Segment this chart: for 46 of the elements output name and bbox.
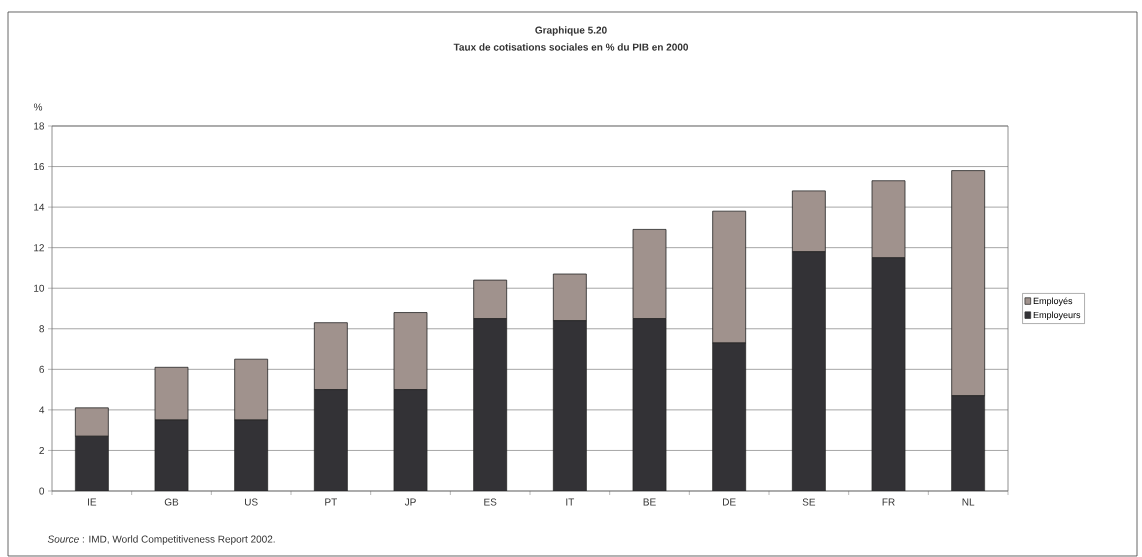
bar (74, 435, 109, 491)
bar (552, 320, 587, 491)
chart-subtitle: Taux de cotisations sociales en % du PIB en 2000 (453, 43, 689, 51)
text: Source : IMD, World Competitiveness Report 2002. (47, 535, 275, 545)
x-tick-label: BE (643, 498, 656, 506)
y-tick-label: 0 (39, 487, 45, 495)
y-tick-label: 2 (39, 446, 44, 454)
bar (712, 342, 747, 491)
x-tick-label: ES (484, 498, 497, 506)
bar (154, 366, 189, 421)
bar (234, 358, 269, 421)
x-tick-label: GB (164, 498, 179, 506)
bar (632, 318, 667, 491)
bar (473, 318, 508, 491)
y-tick-label: 16 (34, 163, 45, 171)
bar (393, 389, 428, 491)
bar (871, 257, 906, 491)
y-axis-title: % (33, 103, 43, 111)
x-tick-label: JP (404, 498, 416, 506)
y-tick-label: 14 (34, 203, 45, 211)
bar (313, 322, 348, 391)
bar (393, 312, 428, 391)
bar (552, 273, 587, 322)
x-tick-label: US (244, 498, 258, 506)
x-tick-label: IT (566, 498, 575, 506)
x-tick-label: NL (962, 498, 975, 506)
y-tick-label: 4 (39, 406, 45, 414)
bar (313, 389, 348, 491)
y-tick-label: 6 (39, 365, 45, 373)
x-tick-label: SE (802, 498, 816, 506)
y-tick-label: 8 (39, 325, 45, 333)
bar (791, 251, 826, 491)
y-tick-label: 12 (34, 244, 44, 252)
x-tick-label: PT (325, 498, 337, 506)
x-tick-label: DE (723, 498, 736, 506)
x-tick-label: IE (88, 498, 97, 506)
x-tick-label: FR (882, 498, 895, 506)
bar (951, 395, 986, 491)
bar (154, 419, 189, 491)
y-tick-label: 18 (34, 122, 45, 130)
legend-label: Employés (1033, 297, 1073, 306)
chart-title: Graphique 5.20 (535, 26, 607, 36)
legend-label: Employeurs (1033, 311, 1081, 320)
bar (473, 279, 508, 320)
bar (234, 419, 269, 491)
y-tick-label: 10 (34, 284, 45, 292)
